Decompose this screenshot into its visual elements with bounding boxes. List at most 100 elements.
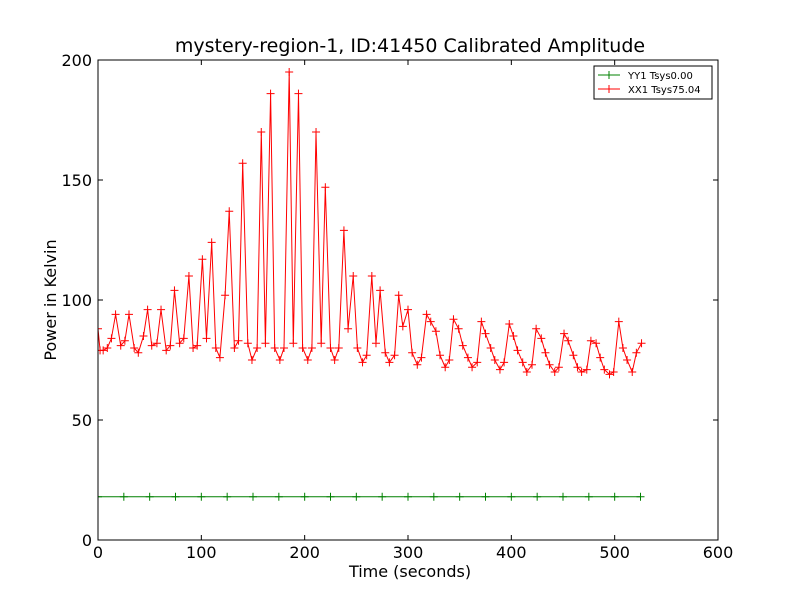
data-point — [458, 341, 467, 350]
x-tick-label: 100 — [186, 543, 217, 562]
data-point — [147, 341, 156, 350]
data-point — [143, 305, 152, 314]
data-point — [139, 332, 148, 340]
data-point — [175, 339, 184, 348]
data-point — [636, 492, 645, 501]
data-point — [152, 339, 161, 348]
data-point — [330, 356, 339, 364]
data-point — [569, 351, 578, 360]
x-tick-label: 500 — [599, 543, 630, 562]
data-point — [404, 492, 412, 501]
y-tick-label: 100 — [61, 291, 92, 310]
data-point — [560, 329, 569, 338]
data-point — [445, 356, 454, 364]
data-point — [157, 305, 166, 314]
data-point — [298, 344, 307, 352]
data-point — [463, 353, 472, 362]
data-point — [289, 339, 298, 348]
x-tick-label: 200 — [289, 543, 320, 562]
data-point — [238, 159, 247, 168]
data-point — [221, 291, 230, 300]
data-point — [303, 356, 312, 364]
data-point — [334, 344, 343, 352]
data-point — [349, 272, 358, 280]
y-axis-label: Power in Kelvin — [41, 239, 60, 360]
data-point — [592, 339, 601, 348]
data-point — [257, 128, 266, 136]
data-point — [584, 492, 593, 501]
data-point — [422, 310, 431, 319]
x-tick-label: 0 — [93, 543, 103, 562]
data-point — [119, 492, 128, 501]
data-point — [184, 272, 193, 280]
data-point — [170, 286, 179, 295]
chart-title: mystery-region-1, ID:41450 Calibrated Am… — [175, 35, 645, 57]
data-point — [353, 344, 362, 352]
data-point — [145, 492, 154, 501]
data-point — [107, 334, 116, 343]
data-point — [376, 286, 385, 295]
data-point — [385, 358, 394, 367]
data-point — [166, 341, 175, 350]
data-point — [513, 346, 522, 355]
axis-ticks: 0 100 200 300 400 500 600 0 50 100 150 200 — [61, 51, 733, 562]
data-point — [454, 324, 463, 333]
data-point — [637, 339, 646, 348]
data-point — [294, 89, 303, 98]
data-point — [130, 344, 139, 352]
legend-swatch-marker — [605, 71, 613, 79]
data-point — [285, 68, 294, 76]
data-point — [509, 332, 518, 340]
data-point — [275, 356, 284, 364]
data-point — [179, 334, 188, 343]
y-tick-label: 50 — [72, 411, 92, 430]
data-point — [371, 339, 380, 348]
x-tick-label: 400 — [496, 543, 527, 562]
data-point — [223, 492, 232, 501]
data-point — [564, 336, 573, 345]
data-point — [532, 324, 541, 333]
data-point — [449, 315, 458, 324]
data-point — [559, 492, 567, 501]
data-point — [436, 351, 445, 360]
series-line — [98, 71, 642, 376]
data-point — [505, 320, 514, 328]
data-point — [545, 360, 554, 369]
data-point — [522, 368, 531, 376]
data-point — [426, 317, 435, 326]
data-point — [381, 348, 390, 357]
data-point — [280, 344, 288, 352]
data-point — [481, 329, 490, 338]
data-point — [378, 492, 387, 501]
data-point — [609, 368, 618, 376]
data-point — [189, 344, 198, 352]
data-point — [103, 344, 112, 352]
data-point — [125, 310, 133, 319]
data-point — [243, 339, 252, 348]
data-point — [312, 128, 321, 136]
data-point — [500, 358, 509, 367]
series-0 — [98, 492, 645, 501]
data-point — [610, 492, 619, 501]
data-point — [490, 356, 499, 364]
data-point — [253, 344, 262, 352]
data-point — [632, 348, 641, 357]
data-point — [398, 322, 407, 331]
data-point — [339, 226, 348, 235]
data-point — [120, 336, 129, 345]
legend-swatch-marker — [605, 85, 613, 93]
data-point — [98, 324, 102, 333]
legend-box — [593, 65, 713, 100]
x-tick-label: 600 — [703, 543, 734, 562]
legend: YY1 Tsys0.00 XX1 Tsys75.04 — [593, 65, 713, 100]
data-point — [404, 305, 412, 314]
data-point — [605, 370, 614, 379]
legend-entry-label: YY1 Tsys0.00 — [627, 71, 693, 82]
data-point — [202, 334, 211, 343]
data-point — [582, 365, 591, 374]
data-point — [317, 339, 326, 348]
data-point — [441, 363, 450, 372]
data-point — [98, 492, 102, 501]
data-point — [618, 344, 627, 352]
